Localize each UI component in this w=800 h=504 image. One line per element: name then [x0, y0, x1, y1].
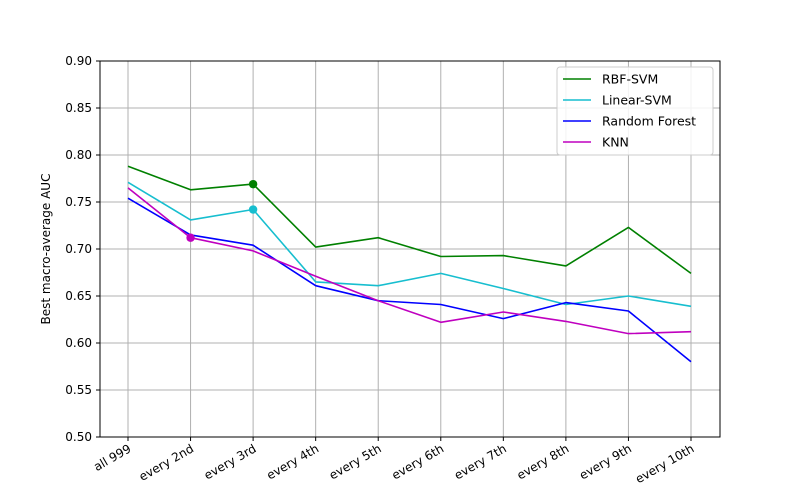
y-axis-label: Best macro-average AUC — [39, 174, 53, 325]
legend: RBF-SVM Linear-SVM Random Forest KNN — [556, 66, 714, 156]
y-tick-label: 0.90 — [65, 54, 92, 68]
y-tick-label: 0.65 — [65, 289, 92, 303]
highlight-point-linear-svm — [248, 205, 258, 214]
x-tick-label: every 8th — [514, 441, 571, 482]
series-line-random-forest — [127, 197, 692, 363]
x-tick-label: every 7th — [452, 441, 509, 482]
y-tick-label: 0.85 — [65, 101, 92, 115]
y-tick-label: 0.50 — [65, 430, 92, 444]
y-tick-label: 0.60 — [65, 336, 92, 350]
series-line-rbf-svm — [127, 165, 692, 275]
y-tick-label: 0.70 — [65, 242, 92, 256]
y-tick-label: 0.55 — [65, 383, 92, 397]
x-tick-label: every 2nd — [137, 441, 196, 483]
series-line-linear-svm — [127, 181, 692, 308]
x-tick-label: all 999 — [91, 441, 133, 473]
x-axis-ticks: all 999 every 2nd every 3rd every 4th every … — [91, 437, 697, 486]
highlight-point-knn — [186, 233, 195, 242]
x-tick-label: every 3rd — [202, 441, 259, 482]
y-axis-ticks: 0.50 0.55 0.60 0.65 0.70 0.75 0.80 0.85 0.90 — [65, 54, 100, 444]
x-tick-label: every 10th — [633, 441, 697, 486]
x-tick-label: every 9th — [577, 441, 634, 482]
x-tick-label: every 5th — [327, 441, 384, 482]
legend-box — [556, 66, 714, 156]
series-lines — [127, 165, 692, 363]
highlight-markers — [186, 179, 258, 242]
legend-label-linear-svm: Linear-SVM — [602, 93, 672, 108]
x-tick-label: every 4th — [264, 441, 321, 482]
y-tick-label: 0.75 — [65, 195, 92, 209]
legend-label-knn: KNN — [602, 135, 629, 150]
highlight-point-rbf-svm — [248, 179, 258, 189]
legend-label-rbf-svm: RBF-SVM — [602, 72, 658, 87]
series-line-knn — [127, 187, 692, 335]
legend-label-random-forest: Random Forest — [602, 114, 696, 129]
legend-items: RBF-SVM Linear-SVM Random Forest KNN — [563, 72, 696, 150]
x-tick-label: every 6th — [389, 441, 446, 482]
y-tick-label: 0.80 — [65, 148, 92, 162]
